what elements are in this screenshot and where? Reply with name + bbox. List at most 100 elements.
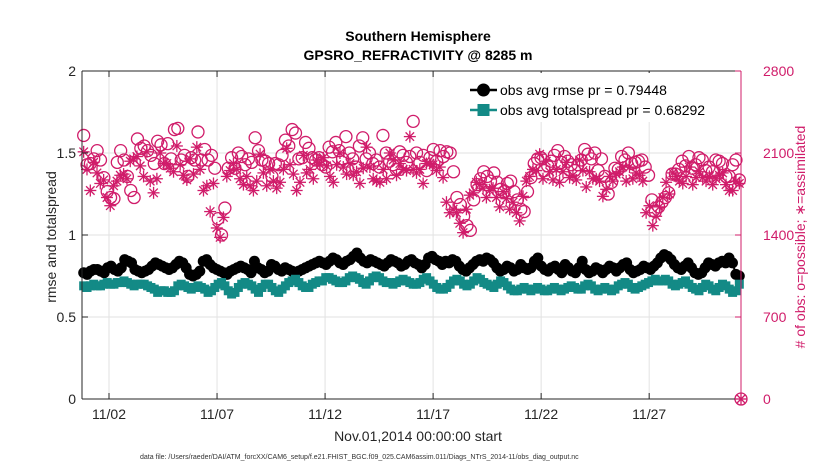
series-3-point-86 [363, 161, 376, 174]
series-3-point-22 [150, 172, 163, 185]
series-3-point-117 [467, 186, 480, 199]
series-2-point-160 [614, 149, 629, 164]
series-3-point-114 [457, 226, 470, 239]
series-3-point-148 [570, 173, 583, 186]
legend-spread-label: obs avg totalspread pr = 0.68292 [500, 102, 705, 118]
series-2-point-95 [396, 148, 410, 162]
series-3-point-62 [284, 158, 297, 171]
series-2-point-109 [443, 146, 457, 160]
series-1-point-195 [734, 279, 744, 289]
series-2-point-161 [618, 153, 632, 167]
series-3-point-176 [663, 188, 676, 200]
series-2-point-49 [241, 152, 256, 166]
series-3-point-68 [303, 163, 316, 176]
series-2-point-110 [446, 165, 461, 179]
series-2-point-89 [376, 128, 390, 143]
series-3-point-154 [590, 172, 603, 185]
series-2-point-0 [77, 128, 91, 143]
legend-rmse-marker [477, 83, 490, 97]
y-right-tick-label-3: 2100 [763, 145, 794, 161]
series-2-point-194 [729, 153, 743, 167]
series-3-point-8 [104, 199, 117, 212]
series-3-point-28 [170, 139, 183, 152]
series-2-point-61 [282, 139, 296, 153]
series-2-point-47 [235, 149, 249, 164]
series-3-point-69 [307, 172, 320, 185]
series-2-point-52 [251, 144, 266, 158]
series-3-point-46 [230, 163, 243, 176]
series-3-point-52 [250, 175, 263, 188]
series-3-point-31 [180, 173, 193, 186]
series-3-point-191 [713, 169, 726, 182]
series-0 [78, 247, 745, 282]
series-3-point-53 [254, 148, 267, 161]
series-3-point-143 [553, 176, 566, 189]
series-3-point-98 [403, 130, 416, 143]
series-2-point-122 [487, 166, 501, 180]
series-2-point-46 [231, 146, 245, 160]
series-3-point-82 [350, 165, 363, 178]
x-tick-label-0: 11/02 [92, 406, 126, 422]
series-3-point-137 [533, 148, 546, 161]
series-3-point-184 [690, 171, 703, 184]
series-3-point-6 [97, 173, 110, 186]
series-3-point-127 [500, 192, 513, 205]
series-3-point-16 [130, 150, 143, 163]
series-2-point-126 [500, 176, 514, 191]
ticks: 11/02 11/07 11/12 11/17 11/22 11/27 0 0.5 1 1.5 2 0… [57, 63, 795, 422]
series-2-point-23 [154, 138, 168, 152]
series-3-point-59 [274, 176, 287, 189]
legend-box [466, 73, 738, 122]
y-axis-left-label: rmse and totalspread [43, 171, 59, 303]
series-3-point-80 [343, 157, 356, 170]
x-tick-label-3: 11/17 [416, 406, 450, 422]
series-2-point-154 [594, 152, 609, 166]
series-1-point-52 [254, 287, 264, 297]
series-3-point-139 [540, 155, 553, 168]
series-0-point-34 [194, 265, 206, 277]
series-2-point-189 [712, 154, 726, 168]
series-2-point-28 [171, 121, 185, 136]
series-3-point-2 [84, 184, 97, 197]
series-1-point-194 [731, 286, 741, 296]
x-tick-label-2: 11/12 [308, 406, 342, 422]
series-2-point-63 [288, 126, 303, 140]
series-3-point-192 [716, 166, 729, 179]
series-3-point-189 [706, 178, 719, 191]
series-3-point-73 [320, 159, 333, 172]
y-left-tick-label-4: 2 [68, 63, 76, 79]
series-3-point-193 [720, 178, 733, 191]
series-1-point-42 [220, 281, 230, 291]
series-2-point-78 [339, 129, 353, 144]
y-right-tick-label-4: 2800 [763, 63, 794, 79]
series-2-point-98 [406, 114, 420, 129]
series-3-point-41 [214, 231, 227, 244]
series-3-point-102 [417, 177, 430, 190]
series-3-point-123 [487, 182, 500, 195]
series-3-point-61 [280, 142, 293, 155]
series-3-point-108 [437, 171, 450, 184]
series-3-point-63 [287, 168, 300, 181]
series-3-point-107 [433, 161, 446, 174]
series-3-point-157 [600, 183, 613, 196]
series-2-point-183 [692, 151, 706, 165]
series-2-point-38 [204, 148, 219, 162]
series-3-point-21 [147, 186, 160, 199]
series-2-point-75 [329, 135, 343, 150]
series-3-point-182 [683, 161, 696, 174]
series-3 [77, 130, 746, 244]
series-3-point-136 [530, 164, 543, 177]
series-2-point-32 [184, 151, 198, 165]
series-2-point-80 [346, 152, 360, 166]
series-3-point-23 [154, 147, 167, 159]
series-2-point-15 [127, 190, 141, 205]
series-2-point-67 [302, 141, 316, 155]
series-3-point-149 [573, 154, 586, 167]
series-2-point-34 [191, 125, 205, 139]
series-3-point-131 [513, 214, 526, 227]
series-3-point-38 [204, 205, 217, 218]
series-layer [77, 114, 748, 406]
x-tick-label-1: 11/07 [200, 406, 234, 422]
series-3-point-170 [643, 199, 656, 212]
